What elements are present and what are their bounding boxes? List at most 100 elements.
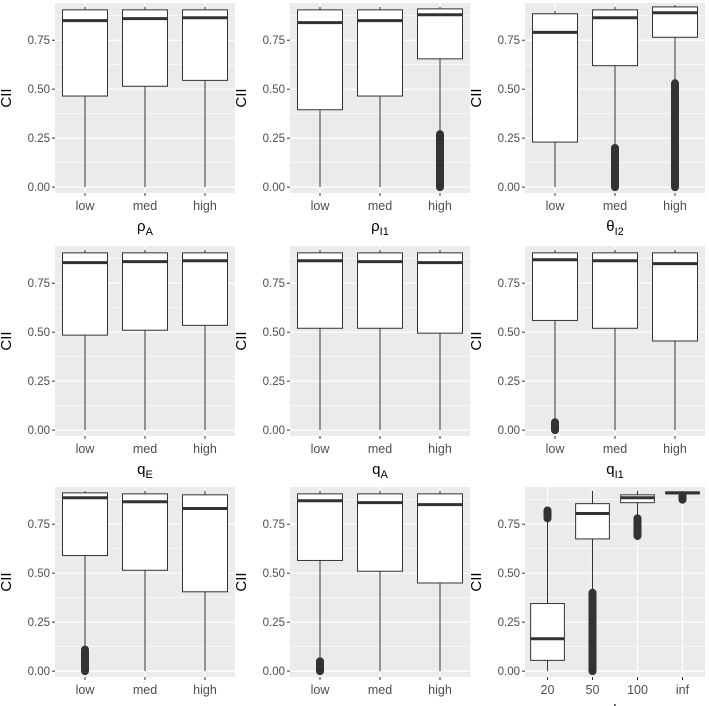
y-tick-label: 0.25	[498, 133, 520, 145]
y-tick-label: 0.75	[263, 35, 285, 47]
box-body	[592, 252, 638, 329]
x-tick-label: high	[428, 199, 452, 213]
panel-5: 0.00 0.25 0.50 0.75 CII low med high qA	[233, 246, 470, 481]
x-axis-title: ρI1	[371, 218, 389, 238]
y-tick-label: 0.50	[263, 568, 285, 580]
y-tick-label: 0.00	[28, 182, 50, 194]
box-body	[122, 9, 168, 87]
box-body	[297, 9, 343, 111]
x-tick-label: high	[428, 442, 452, 456]
y-axis-title: CII	[0, 331, 15, 350]
y-tick-label: 0.25	[263, 617, 285, 629]
y-tick-label: 0.00	[263, 425, 285, 437]
box-body	[575, 503, 610, 540]
y-axis-title: CII	[468, 88, 485, 107]
y-tick-label: 0.00	[28, 666, 50, 678]
y-tick-label: 0.25	[498, 376, 520, 388]
x-axis-title: qI1	[606, 461, 624, 481]
x-axis-title: θI2	[606, 218, 624, 238]
box-body	[652, 252, 698, 342]
x-axis-title: ρA	[137, 218, 154, 238]
x-tick-label: low	[311, 199, 331, 213]
x-tick-label: high	[193, 442, 217, 456]
x-tick-label: high	[193, 199, 217, 213]
panel-7: 0.00 0.25 0.50 0.75 CII low med high qI2	[0, 487, 235, 706]
y-tick-label: 0.75	[28, 278, 50, 290]
y-tick-label: 0.75	[498, 278, 520, 290]
box-high	[182, 6, 228, 188]
box-body	[417, 8, 463, 60]
x-tick-label: low	[311, 683, 331, 697]
x-axis-title: qEA	[368, 702, 392, 706]
y-tick-label: 0.50	[263, 84, 285, 96]
box-low	[297, 249, 343, 431]
panel-9: 0.00 0.25 0.50 0.75 CII 20 50 100 inf ϕ	[468, 487, 705, 706]
y-tick-label: 0.00	[263, 666, 285, 678]
box-body	[532, 252, 578, 321]
box-med	[592, 249, 638, 431]
box-body	[122, 493, 168, 571]
box-body	[182, 494, 228, 593]
box-100	[620, 490, 655, 540]
box-high	[652, 249, 698, 431]
box-body	[532, 13, 578, 143]
y-tick-label: 0.50	[498, 84, 520, 96]
box-high	[417, 490, 463, 672]
box-low	[532, 249, 578, 435]
x-tick-label: med	[603, 199, 627, 213]
box-med	[357, 490, 403, 672]
panel-8: 0.00 0.25 0.50 0.75 CII low med high qEA	[233, 487, 470, 706]
x-axis-title: ϕ	[611, 702, 619, 706]
y-tick-label: 0.75	[28, 519, 50, 531]
y-tick-label: 0.25	[263, 133, 285, 145]
x-tick-label: low	[546, 199, 566, 213]
box-low	[62, 6, 108, 188]
y-tick-label: 0.50	[263, 327, 285, 339]
y-tick-label: 0.50	[28, 568, 50, 580]
x-tick-label: low	[311, 442, 331, 456]
x-tick-label: med	[368, 199, 392, 213]
x-tick-label: low	[76, 199, 96, 213]
box-50	[575, 490, 610, 676]
y-tick-label: 0.25	[28, 133, 50, 145]
panel-2: 0.00 0.25 0.50 0.75 CII low med high ρI1	[233, 3, 470, 238]
x-tick-label: med	[603, 442, 627, 456]
box-body	[122, 252, 168, 331]
x-tick-label: high	[663, 442, 687, 456]
y-tick-label: 0.50	[498, 568, 520, 580]
y-tick-label: 0.50	[28, 327, 50, 339]
y-tick-label: 0.50	[498, 327, 520, 339]
y-axis-title: CII	[468, 331, 485, 350]
panel-6: 0.00 0.25 0.50 0.75 CII low med high qI1	[468, 246, 705, 481]
y-tick-label: 0.25	[263, 376, 285, 388]
x-tick-label: med	[368, 442, 392, 456]
panel-4: 0.00 0.25 0.50 0.75 CII low med high qE	[0, 246, 235, 481]
box-med	[357, 6, 403, 188]
x-tick-label: med	[368, 683, 392, 697]
y-tick-label: 0.00	[28, 425, 50, 437]
box-body	[62, 492, 108, 557]
x-axis-title: qE	[137, 461, 153, 481]
panel-1: 0.00 0.25 0.50 0.75 CII low med high ρA	[0, 3, 235, 238]
panel-3: 0.00 0.25 0.50 0.75 CII low med high θI2	[468, 3, 705, 238]
box-low	[297, 490, 343, 676]
box-high	[182, 249, 228, 431]
y-tick-label: 0.00	[498, 666, 520, 678]
x-axis-title: qI2	[136, 702, 154, 706]
box-high	[417, 6, 463, 192]
box-body	[357, 9, 403, 97]
x-tick-label: high	[193, 683, 217, 697]
box-body	[530, 603, 565, 661]
x-tick-label: low	[76, 683, 96, 697]
box-high	[417, 249, 463, 431]
x-tick-label: 20	[541, 683, 555, 697]
box-low	[62, 249, 108, 431]
box-low	[532, 10, 578, 188]
box-med	[122, 490, 168, 672]
box-body	[62, 9, 108, 97]
box-body	[417, 252, 463, 334]
y-axis-title: CII	[0, 572, 15, 591]
box-inf	[665, 490, 700, 504]
x-tick-label: inf	[676, 683, 690, 697]
